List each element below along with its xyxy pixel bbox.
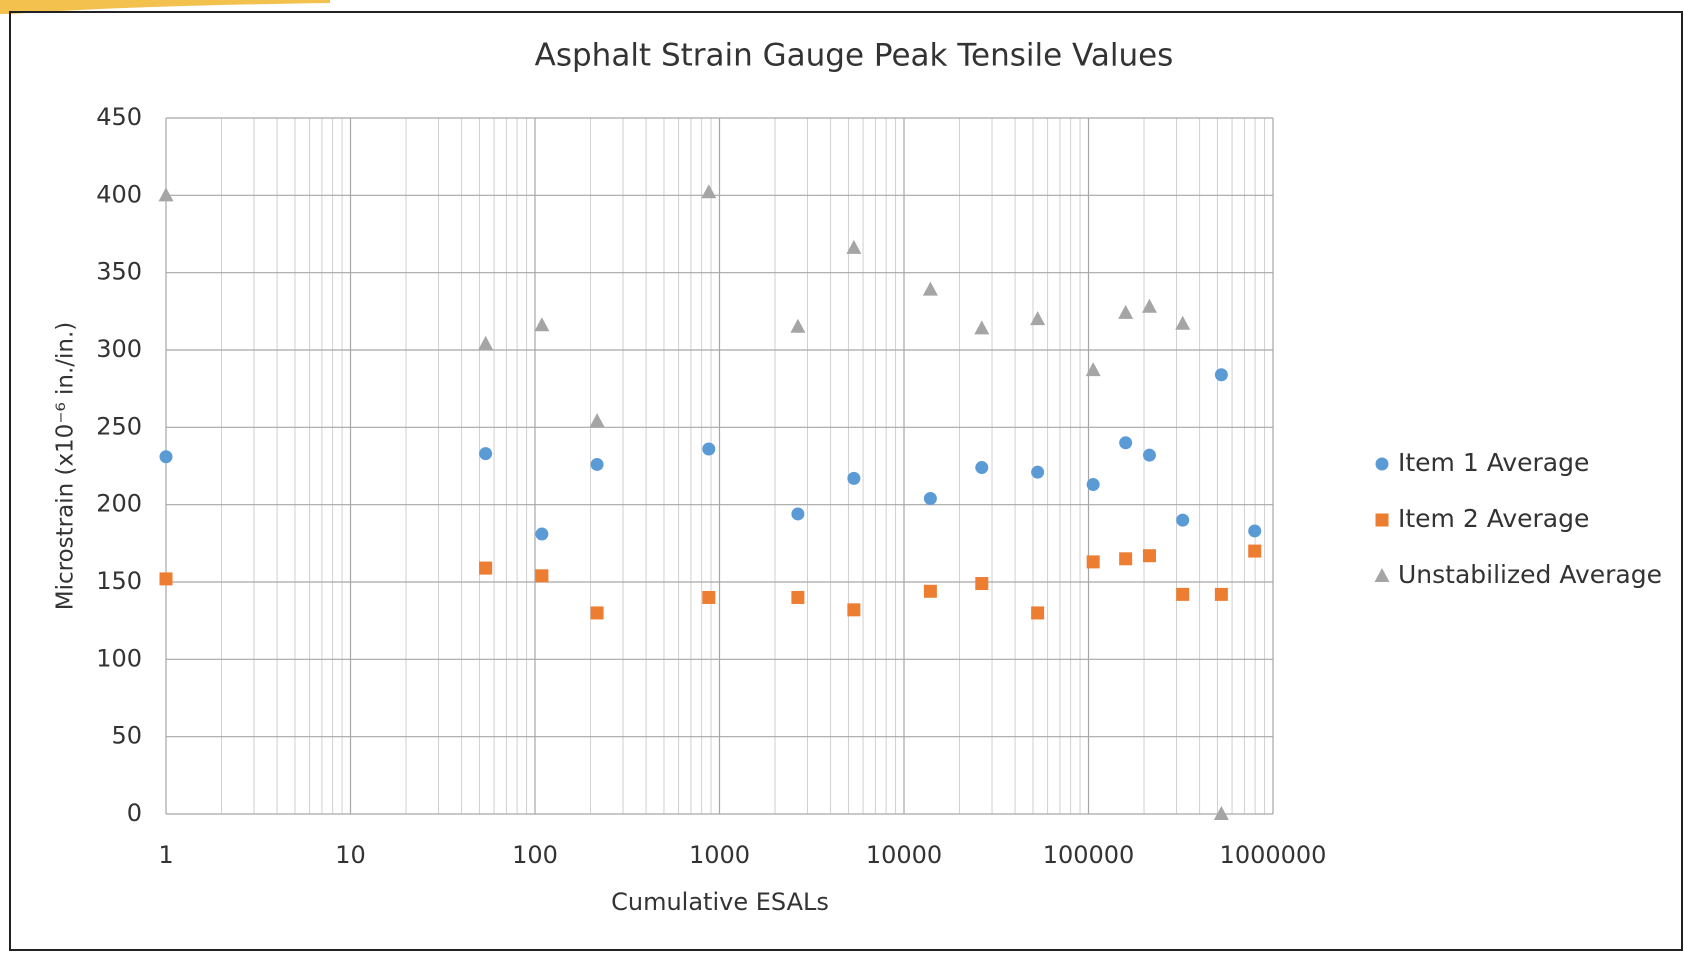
data-point: [702, 442, 716, 456]
data-point: [1118, 304, 1134, 319]
data-point: [1141, 298, 1157, 313]
data-point: [975, 577, 989, 591]
data-point: [1248, 544, 1262, 558]
y-tick-label: 100: [96, 644, 142, 672]
legend-label: Item 1 Average: [1398, 448, 1589, 477]
data-point: [1086, 478, 1100, 492]
data-point: [923, 491, 937, 505]
x-axis-label: Cumulative ESALs: [611, 888, 829, 916]
data-point: [590, 457, 604, 471]
data-point: [535, 569, 549, 583]
chart-frame: [9, 11, 1683, 951]
y-tick-label: 0: [127, 799, 142, 827]
data-point: [1142, 549, 1156, 563]
data-point: [790, 318, 806, 333]
data-point: [846, 239, 862, 254]
data-point: [590, 606, 604, 620]
data-point: [1142, 448, 1156, 462]
legend-marker: [1375, 457, 1389, 471]
data-point: [974, 320, 990, 335]
x-tick-label: 100: [512, 841, 558, 869]
x-tick-label: 100000: [1043, 841, 1135, 869]
data-point: [535, 527, 549, 541]
data-point: [1119, 436, 1133, 450]
chart-title: Asphalt Strain Gauge Peak Tensile Values: [535, 38, 1174, 74]
legend-label: Unstabilized Average: [1398, 560, 1662, 589]
data-point: [479, 561, 493, 575]
x-tick-label: 10: [335, 841, 366, 869]
data-point: [159, 572, 173, 586]
y-tick-label: 200: [96, 490, 142, 518]
data-point: [159, 450, 173, 464]
data-point: [1086, 555, 1100, 569]
data-point: [702, 590, 716, 604]
data-point: [1031, 465, 1045, 479]
data-point: [791, 590, 805, 604]
data-point: [478, 335, 494, 350]
data-point: [847, 603, 861, 617]
data-point: [1176, 587, 1190, 601]
data-point: [1119, 552, 1133, 566]
data-point: [589, 413, 605, 428]
y-tick-label: 450: [96, 103, 142, 131]
legend-marker: [1374, 568, 1390, 582]
data-point: [922, 281, 938, 296]
y-tick-label: 300: [96, 335, 142, 363]
x-tick-label: 1000000: [1220, 841, 1327, 869]
data-point: [1175, 315, 1191, 330]
x-tick-label: 10000: [866, 841, 942, 869]
x-tick-label: 1: [158, 841, 173, 869]
data-point: [1030, 311, 1046, 326]
y-tick-label: 400: [96, 180, 142, 208]
legend-marker: [1375, 513, 1389, 527]
data-point: [701, 184, 717, 199]
data-point: [847, 471, 861, 485]
data-point: [479, 447, 493, 461]
data-point: [975, 461, 989, 475]
y-tick-label: 350: [96, 258, 142, 286]
data-point: [791, 507, 805, 521]
data-point: [1213, 806, 1229, 820]
data-point: [1248, 524, 1262, 538]
data-point: [1214, 587, 1228, 601]
data-point: [923, 584, 937, 598]
y-tick-label: 250: [96, 412, 142, 440]
data-point: [1085, 362, 1101, 377]
data-point: [158, 187, 174, 202]
data-point: [1176, 513, 1190, 527]
data-point: [534, 317, 550, 332]
x-tick-label: 1000: [689, 841, 750, 869]
data-point: [1214, 368, 1228, 382]
y-axis-label: Microstrain (x10⁻⁶ in./in.): [53, 322, 79, 611]
y-tick-label: 150: [96, 567, 142, 595]
legend-label: Item 2 Average: [1398, 504, 1589, 533]
data-point: [1031, 606, 1045, 620]
corner-accent: [0, 0, 330, 14]
y-tick-label: 50: [111, 722, 142, 750]
